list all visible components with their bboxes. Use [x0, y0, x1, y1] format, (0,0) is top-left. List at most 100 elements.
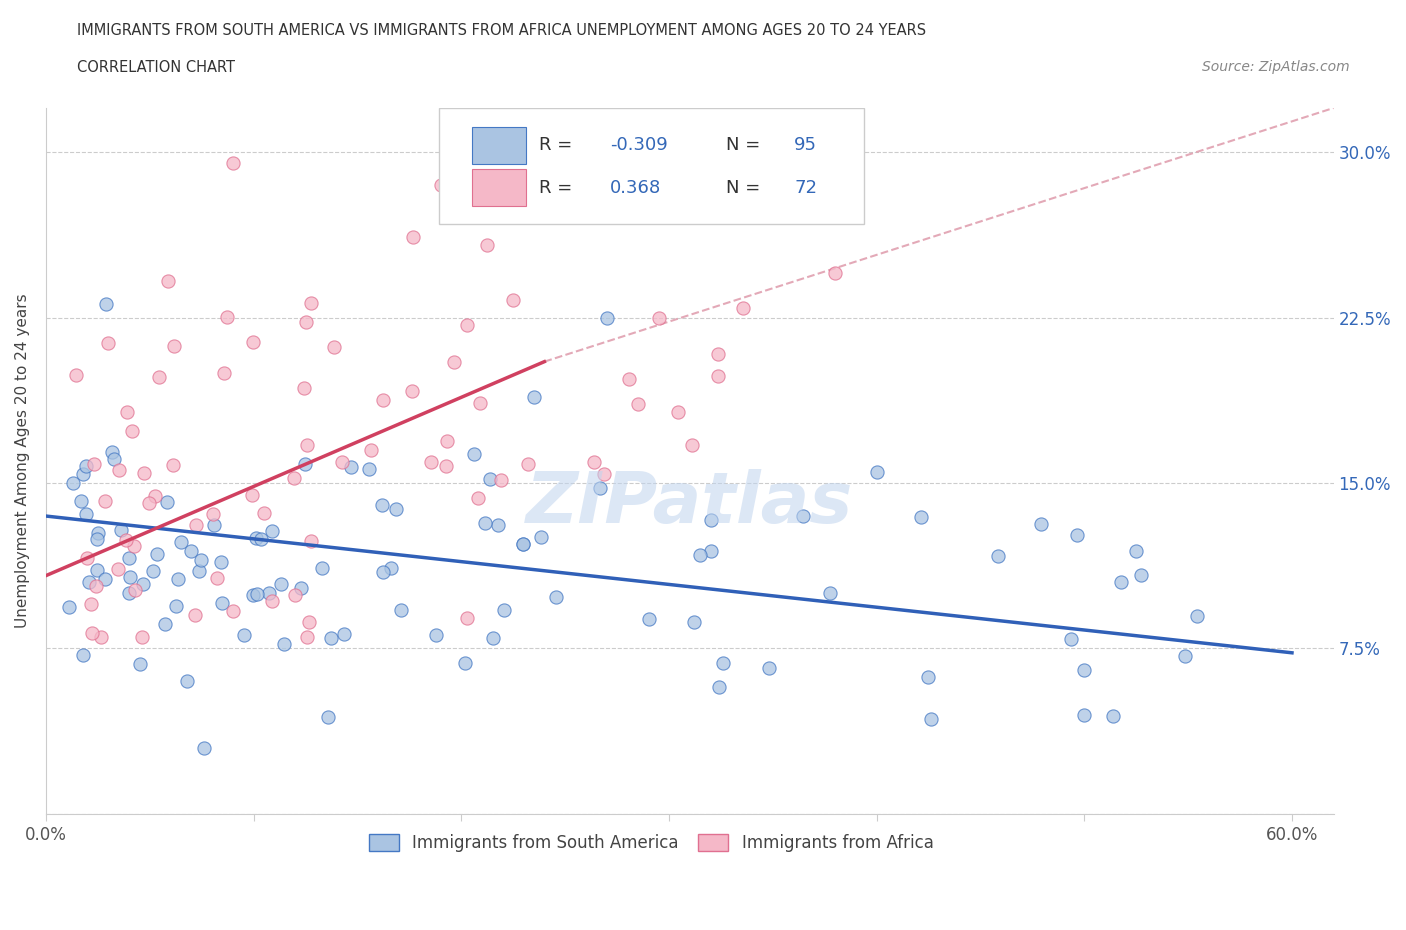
Point [108, 462, 131, 477]
Point [142, 564, 165, 578]
Point [257, 586, 280, 601]
Point [96, 335, 118, 350]
FancyBboxPatch shape [472, 127, 526, 164]
Point [700, 512, 723, 527]
Point [222, 155, 245, 170]
Point [132, 577, 155, 591]
Point [143, 488, 166, 503]
Point [72, 647, 94, 662]
Point [62, 476, 84, 491]
Point [463, 446, 485, 461]
Point [419, 455, 441, 470]
Point [330, 455, 353, 470]
Point [163, 339, 186, 354]
Point [80, 596, 103, 611]
Point [489, 472, 512, 487]
Text: R =: R = [538, 179, 572, 197]
Point [866, 464, 889, 479]
Point [87, 525, 110, 540]
Point [1073, 663, 1095, 678]
Point [170, 535, 193, 550]
Point [273, 637, 295, 652]
Point [295, 630, 318, 644]
Point [481, 631, 503, 645]
Point [297, 437, 319, 452]
Point [456, 317, 478, 332]
Point [80, 626, 103, 641]
Point [202, 518, 225, 533]
Point [456, 611, 478, 626]
Point [402, 230, 425, 245]
Text: N =: N = [725, 137, 761, 154]
Point [294, 457, 316, 472]
Point [1102, 709, 1125, 724]
Point [380, 560, 402, 575]
Point [118, 551, 141, 565]
Point [84, 578, 107, 593]
Point [299, 296, 322, 311]
Point [474, 516, 496, 531]
Point [242, 335, 264, 350]
Point [292, 380, 315, 395]
Point [818, 585, 841, 600]
Point [176, 673, 198, 688]
Text: Source: ZipAtlas.com: Source: ZipAtlas.com [1202, 60, 1350, 74]
Point [1073, 707, 1095, 722]
Point [129, 657, 152, 671]
Point [246, 587, 269, 602]
Point [138, 496, 160, 511]
Point [253, 506, 276, 521]
Point [333, 627, 356, 642]
Point [583, 454, 606, 469]
Point [617, 371, 640, 386]
Point [298, 615, 321, 630]
Point [245, 530, 267, 545]
Point [523, 390, 546, 405]
Point [824, 266, 846, 281]
Point [284, 587, 307, 602]
Point [83, 457, 105, 472]
Point [371, 498, 394, 512]
Point [205, 570, 228, 585]
Point [454, 656, 477, 671]
Point [401, 383, 423, 398]
Point [283, 471, 305, 485]
Point [290, 580, 312, 595]
Point [436, 434, 458, 449]
Point [184, 608, 207, 623]
Point [94, 297, 117, 312]
Point [1185, 609, 1208, 624]
Point [588, 481, 610, 496]
Point [167, 571, 190, 586]
Point [211, 595, 233, 610]
FancyBboxPatch shape [439, 108, 863, 224]
Point [232, 628, 254, 643]
Text: ZIPatlas: ZIPatlas [526, 469, 853, 538]
Point [319, 631, 342, 645]
Point [1174, 648, 1197, 663]
Point [75, 458, 97, 473]
Point [681, 437, 703, 452]
Text: 0.368: 0.368 [610, 179, 661, 197]
Point [215, 310, 238, 325]
Point [425, 628, 447, 643]
Point [920, 711, 942, 726]
Text: 72: 72 [794, 179, 817, 197]
Point [86, 531, 108, 546]
Point [94, 572, 117, 587]
Point [122, 538, 145, 553]
Point [733, 300, 755, 315]
Point [103, 452, 125, 467]
Point [250, 531, 273, 546]
Point [987, 549, 1010, 564]
Text: CORRELATION CHART: CORRELATION CHART [77, 60, 235, 75]
Point [627, 396, 650, 411]
Point [910, 510, 932, 525]
Point [700, 544, 723, 559]
Point [299, 534, 322, 549]
Point [155, 617, 177, 631]
Point [468, 396, 491, 411]
Point [648, 311, 671, 325]
Point [72, 467, 94, 482]
Point [186, 517, 208, 532]
